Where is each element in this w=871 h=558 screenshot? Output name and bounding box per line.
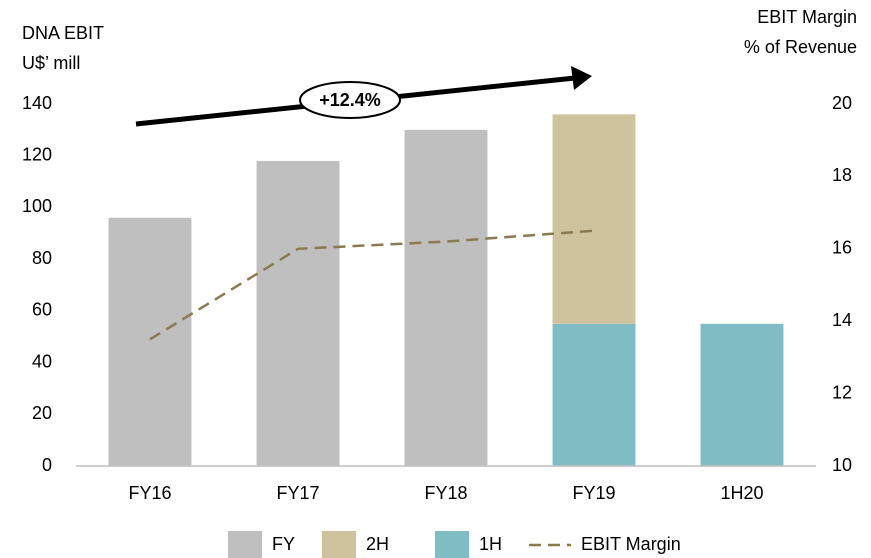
margin-line	[149, 229, 595, 341]
y-tick-label: 40	[32, 351, 52, 371]
y-tick-label: 140	[22, 93, 52, 113]
y-tick-label: 0	[42, 455, 52, 475]
legend-label: 1H	[479, 534, 502, 554]
legend-label: FY	[272, 534, 295, 554]
y-tick-label: 60	[32, 300, 52, 320]
bar	[404, 129, 488, 466]
y-label: DNA EBIT	[22, 23, 104, 43]
annotation: +12.4%	[319, 90, 381, 110]
legend-swatch	[435, 531, 469, 558]
x-tick-label: FY16	[128, 483, 171, 503]
y2-tick-label: 18	[832, 165, 852, 185]
annotation-bubble	[299, 81, 401, 119]
y-label: U$’ mill	[22, 53, 80, 73]
bar	[108, 217, 192, 466]
legend-label: 2H	[366, 534, 389, 554]
x-tick-label: 1H20	[720, 483, 763, 503]
bar	[552, 323, 636, 466]
y2-label: % of Revenue	[744, 37, 857, 57]
y-tick-label: 120	[22, 144, 52, 164]
legend-swatch	[228, 531, 262, 558]
bar	[256, 160, 340, 466]
x-tick-label: FY19	[572, 483, 615, 503]
y-tick-label: 100	[22, 196, 52, 216]
y2-label: EBIT Margin	[757, 7, 857, 27]
bar	[552, 114, 636, 324]
legend-swatch	[322, 531, 356, 558]
y-tick-label: 80	[32, 248, 52, 268]
x-tick-label: FY17	[276, 483, 319, 503]
bar	[700, 323, 784, 466]
y2-tick-label: 10	[832, 455, 852, 475]
y2-tick-label: 16	[832, 238, 852, 258]
arrow-head	[571, 66, 592, 90]
y2-tick-label: 12	[832, 382, 852, 402]
y2-tick-label: 14	[832, 310, 852, 330]
x-tick-label: FY18	[424, 483, 467, 503]
legend-label: EBIT Margin	[581, 534, 681, 554]
y-tick-label: 20	[32, 403, 52, 423]
y2-tick-label: 20	[832, 93, 852, 113]
